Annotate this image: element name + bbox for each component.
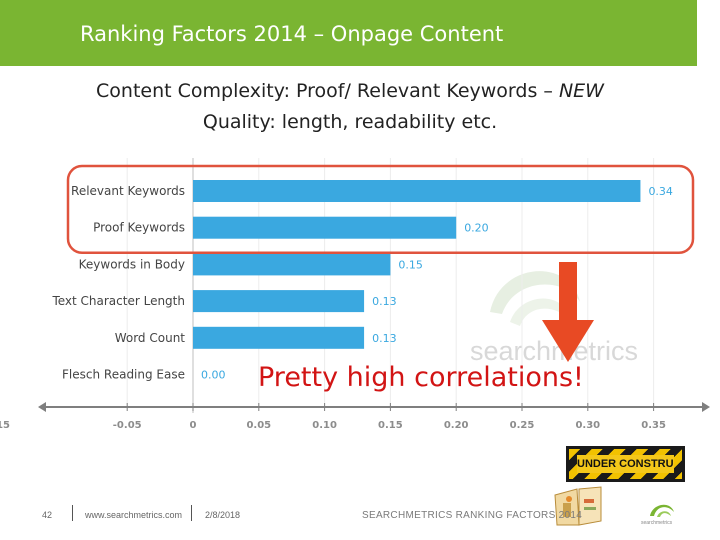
data-label: 0.15	[398, 258, 423, 271]
subtitle-line-2: Quality: length, readability etc.	[202, 111, 498, 133]
watermark-swirl-icon	[480, 252, 590, 357]
x-axis-left-arrow	[38, 402, 46, 412]
under-construction-label: UNDER CONSTRUCTION	[577, 455, 674, 473]
footer-date: 2/8/2018	[205, 510, 241, 520]
category-label: Text Character Length	[51, 294, 185, 308]
bar-4	[193, 326, 365, 349]
data-label: 0.20	[464, 222, 489, 235]
category-label: Word Count	[115, 331, 186, 345]
x-tick-label: 0.10	[312, 420, 337, 431]
bar-0	[193, 180, 641, 202]
x-axis-right-arrow	[702, 402, 710, 412]
x-tick-label: 0.35	[641, 420, 666, 431]
data-label: 0.13	[372, 332, 397, 345]
subtitle-new-label: NEW	[558, 80, 604, 102]
x-tick-label: -0.15	[0, 420, 10, 431]
x-tick-label: 0.05	[246, 420, 271, 431]
category-label: Relevant Keywords	[71, 184, 185, 198]
header-corner-notch	[675, 0, 697, 22]
bar-3	[193, 290, 365, 313]
construction-book-icon	[553, 485, 605, 532]
subtitle-line-1-text: Content Complexity: Proof/ Relevant Keyw…	[96, 80, 559, 102]
searchmetrics-logo-icon	[648, 500, 676, 523]
x-tick-label: 0.15	[378, 420, 403, 431]
x-tick-label: -0.05	[113, 420, 142, 431]
footer-separator	[191, 505, 192, 521]
data-label: 0.00	[201, 369, 226, 382]
footer-page-number: 42	[42, 510, 53, 520]
correlation-bar-chart: Relevant Keywords 0.34 Proof Keywords 0.20 K…	[0, 158, 710, 431]
footer-logo-text: searchmetrics	[641, 520, 673, 526]
slide-title: Ranking Factors 2014 – Onpage Content	[80, 22, 504, 46]
data-label: 0.13	[372, 295, 397, 308]
footer-brand: SEARCHMETRICS RANKING FACTORS 2014	[362, 510, 583, 521]
down-arrow-icon	[540, 262, 596, 369]
category-label: Keywords in Body	[79, 257, 185, 271]
footer-separator	[72, 505, 73, 521]
header-bar: Ranking Factors 2014 – Onpage Content	[0, 0, 697, 66]
under-construction-sign: UNDER CONSTRUCTION	[566, 446, 685, 482]
category-label: Flesch Reading Ease	[62, 368, 185, 382]
highlight-box	[66, 164, 695, 254]
x-tick-label: 0.25	[510, 420, 535, 431]
bar-1	[193, 216, 457, 239]
x-tick-label: 0.30	[575, 420, 600, 431]
correlation-callout: Pretty high correlations!	[258, 362, 584, 393]
category-label: Proof Keywords	[93, 221, 185, 235]
x-tick-label: 0.20	[444, 420, 469, 431]
x-tick-label: 0	[190, 420, 197, 431]
bar-2	[193, 253, 391, 276]
searchmetrics-watermark: searchmetrics	[470, 336, 639, 366]
subtitle-line-1: Content Complexity: Proof/ Relevant Keyw…	[0, 80, 700, 102]
data-label: 0.34	[648, 185, 673, 198]
footer-url: www.searchmetrics.com	[85, 510, 183, 520]
